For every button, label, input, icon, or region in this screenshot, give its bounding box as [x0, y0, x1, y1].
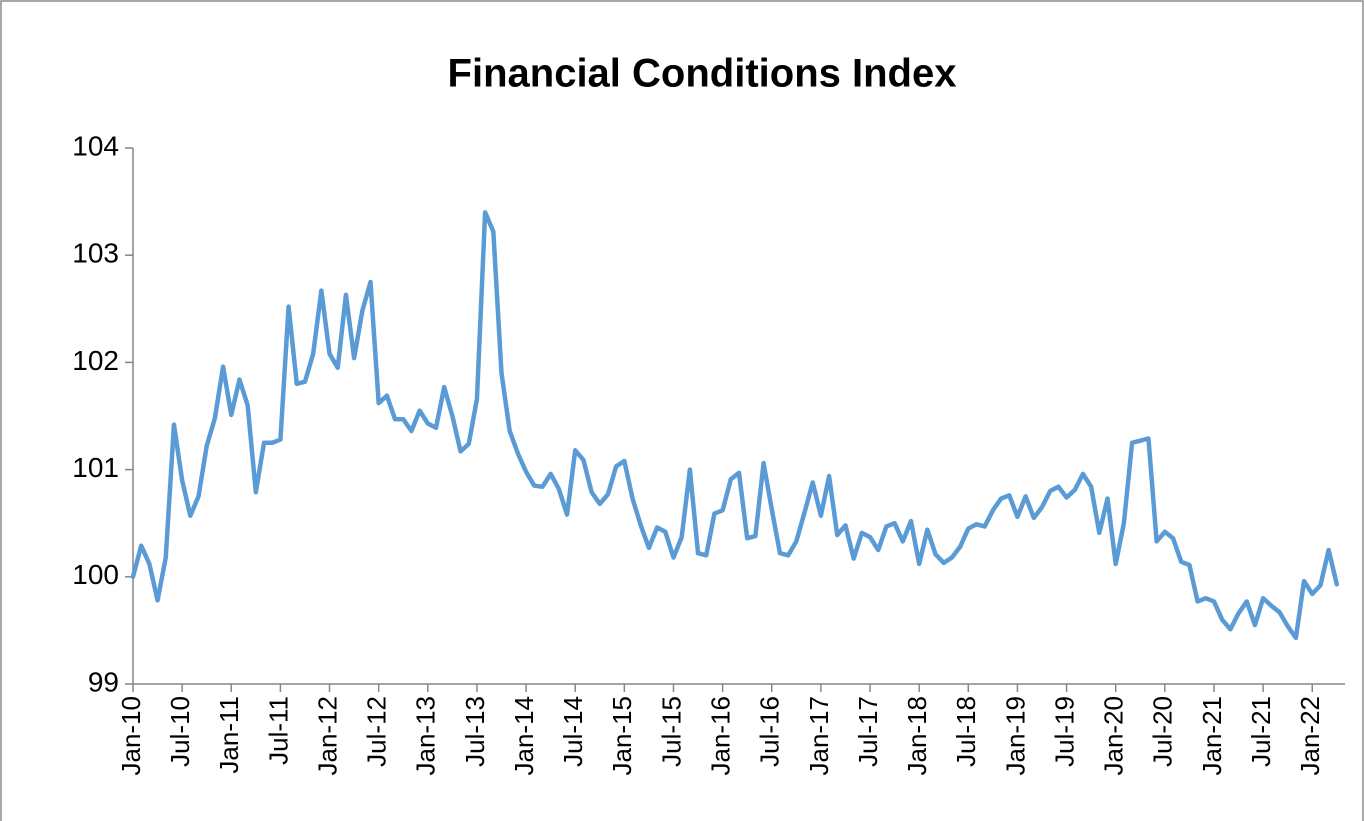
x-tick-label: Jul-21	[1246, 696, 1276, 767]
x-tick-label: Jan-13	[411, 696, 441, 776]
x-tick-label: Jan-21	[1197, 696, 1227, 776]
x-tick-label: Jul-12	[362, 696, 392, 767]
x-tick-label: Jul-19	[1049, 696, 1079, 767]
x-tick-label: Jul-13	[460, 696, 490, 767]
data-line	[130, 210, 1340, 641]
x-tick-label: Jan-19	[1000, 696, 1030, 776]
chart-title: Financial Conditions Index	[448, 52, 957, 96]
x-tick-label: Jul-14	[558, 696, 588, 767]
x-tick-label: Jul-17	[853, 696, 883, 767]
y-tick-label: 100	[72, 559, 119, 590]
x-tick-label: Jul-20	[1148, 696, 1178, 767]
y-tick-label: 99	[88, 666, 119, 697]
x-tick-label: Jul-11	[263, 696, 293, 765]
x-tick-label: Jan-11	[214, 696, 244, 774]
x-tick-label: Jan-22	[1295, 696, 1325, 776]
x-tick-label: Jan-18	[902, 696, 932, 776]
x-tick-label: Jan-20	[1099, 696, 1129, 776]
x-tick-label: Jan-15	[607, 696, 637, 776]
x-tick-label: Jan-10	[116, 696, 146, 776]
x-tick-label: Jan-17	[804, 696, 834, 776]
y-tick-label: 104	[72, 130, 119, 161]
x-tick-label: Jul-16	[755, 696, 785, 767]
x-tick-label: Jan-16	[705, 696, 735, 776]
x-tick-label: Jul-10	[165, 696, 195, 767]
y-tick-label: 101	[72, 452, 119, 483]
x-tick-label: Jan-14	[509, 696, 539, 776]
x-tick-label: Jul-15	[656, 696, 686, 767]
y-tick-label: 103	[72, 238, 119, 269]
x-tick-label: Jan-12	[312, 696, 342, 776]
y-tick-label: 102	[72, 345, 119, 376]
x-tick-label: Jul-18	[951, 696, 981, 767]
